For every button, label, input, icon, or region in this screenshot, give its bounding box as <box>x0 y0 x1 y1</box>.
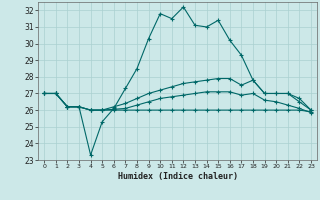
X-axis label: Humidex (Indice chaleur): Humidex (Indice chaleur) <box>118 172 238 181</box>
